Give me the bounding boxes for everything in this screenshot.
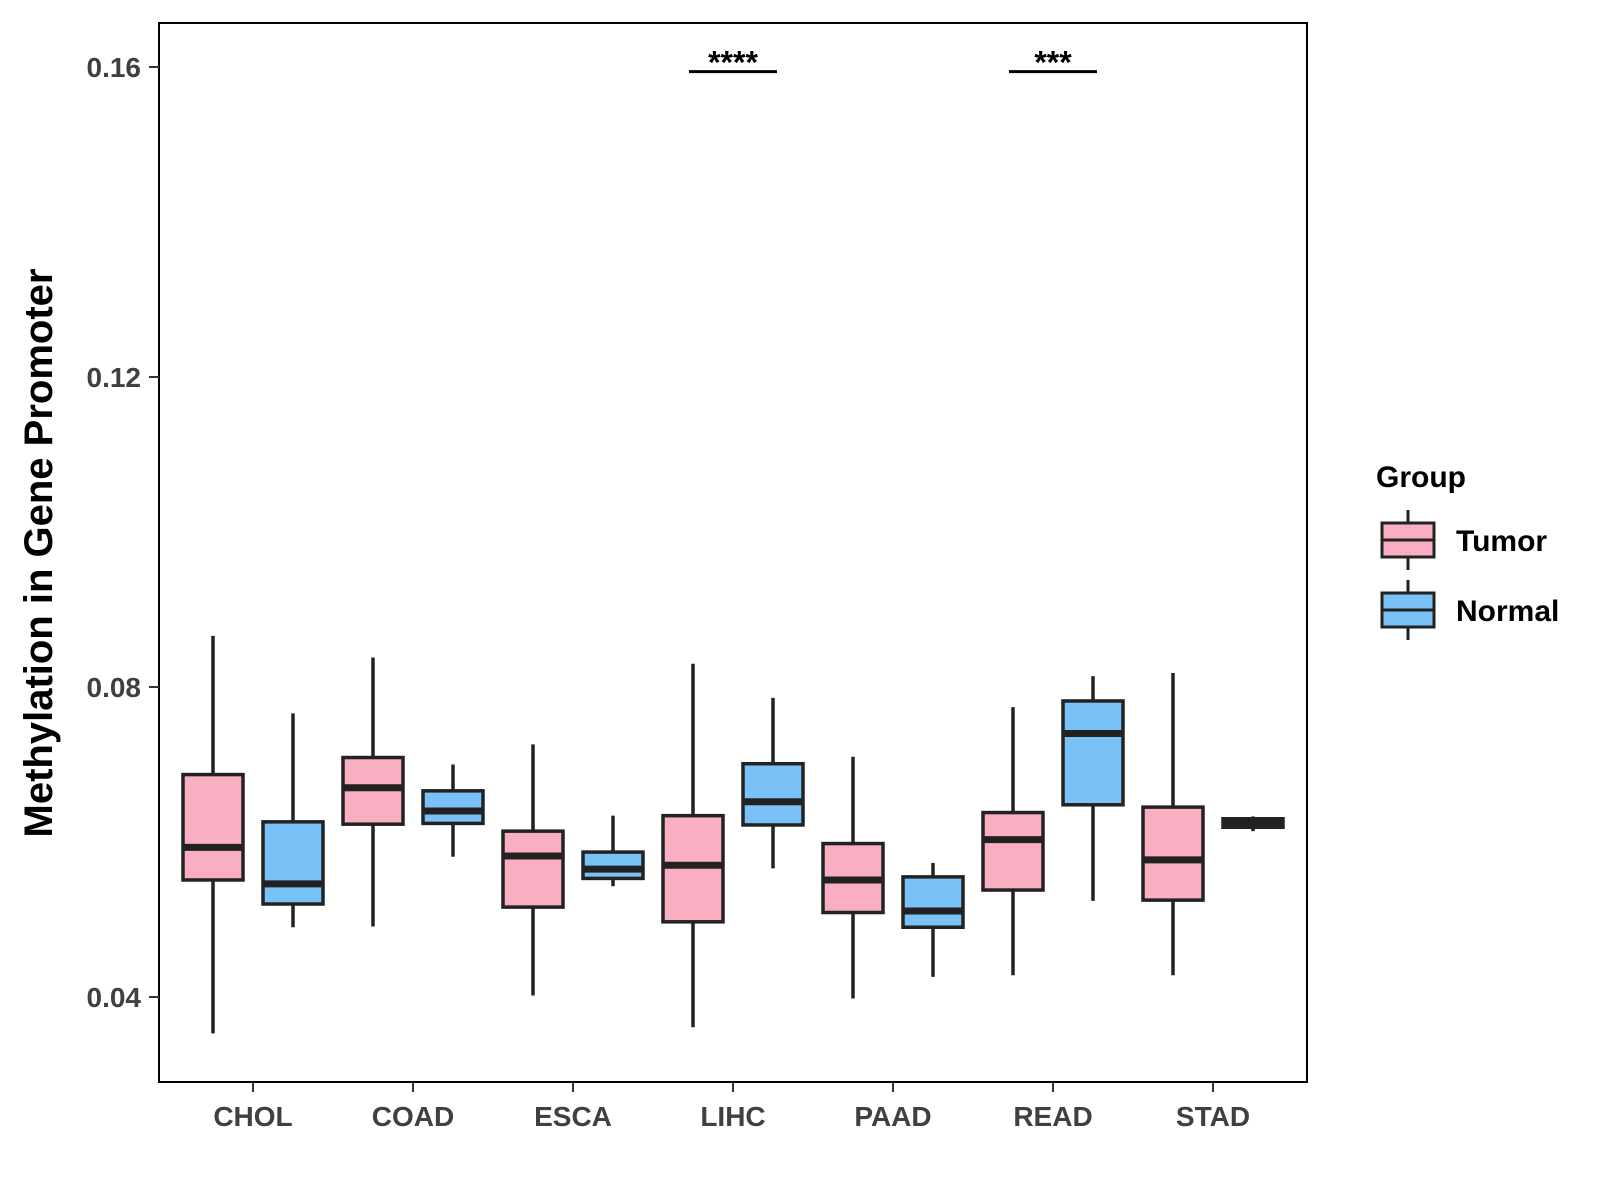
significance-label: *** xyxy=(1034,45,1072,81)
box-tumor-stad xyxy=(1141,673,1205,976)
box-normal-coad xyxy=(421,764,485,857)
legend: Group Tumor Normal xyxy=(1376,461,1559,640)
box-tumor-coad xyxy=(341,657,405,927)
box-normal-paad xyxy=(901,862,965,977)
box-tumor-lihc xyxy=(661,663,725,1028)
legend-item-tumor: Tumor xyxy=(1380,510,1547,570)
box-tumor-paad xyxy=(821,756,885,999)
x-tick-label-stad: STAD xyxy=(1176,1101,1250,1132)
box-normal-esca xyxy=(581,815,645,887)
x-tick-label-esca: ESCA xyxy=(534,1101,612,1132)
box-body xyxy=(901,875,965,929)
y-axis-title: Methylation in Gene Promoter xyxy=(17,269,61,838)
box-body xyxy=(581,850,645,881)
x-tick-label-coad: COAD xyxy=(372,1101,454,1132)
significance-annotations: **** *** xyxy=(689,45,1097,81)
legend-item-normal: Normal xyxy=(1380,580,1559,640)
box-normal-read xyxy=(1061,676,1125,901)
box-series xyxy=(181,635,1285,1034)
box-normal-lihc xyxy=(741,697,805,869)
box-body xyxy=(501,829,565,909)
box-body xyxy=(981,810,1045,892)
x-tick-label-read: READ xyxy=(1013,1101,1092,1132)
y-axis: 0.04 0.08 0.12 0.16 xyxy=(87,52,159,1013)
y-tick-label: 0.12 xyxy=(87,362,142,393)
box-body xyxy=(261,820,325,906)
box-body xyxy=(421,789,485,826)
legend-title: Group xyxy=(1376,461,1466,494)
legend-label: Tumor xyxy=(1456,525,1547,558)
y-tick-label: 0.08 xyxy=(87,672,142,703)
y-tick-label: 0.16 xyxy=(87,52,142,83)
box-tumor-chol xyxy=(181,635,245,1034)
box-tumor-read xyxy=(981,707,1045,976)
plot-panel xyxy=(158,22,1308,1083)
box-body xyxy=(1141,805,1205,902)
box-body xyxy=(1061,699,1125,807)
significance-label: **** xyxy=(708,45,758,81)
box-normal-chol xyxy=(261,713,325,928)
box-normal-stad xyxy=(1221,816,1285,832)
x-tick-label-lihc: LIHC xyxy=(700,1101,765,1132)
box-body xyxy=(741,761,805,827)
y-tick-label: 0.04 xyxy=(87,982,142,1013)
x-tick-label-paad: PAAD xyxy=(854,1101,931,1132)
x-tick-label-chol: CHOL xyxy=(213,1101,292,1132)
x-axis: CHOL COAD ESCA LIHC PAAD READ STAD xyxy=(213,1082,1250,1132)
legend-label: Normal xyxy=(1456,595,1559,628)
box-body xyxy=(181,772,245,882)
box-tumor-esca xyxy=(501,744,565,996)
